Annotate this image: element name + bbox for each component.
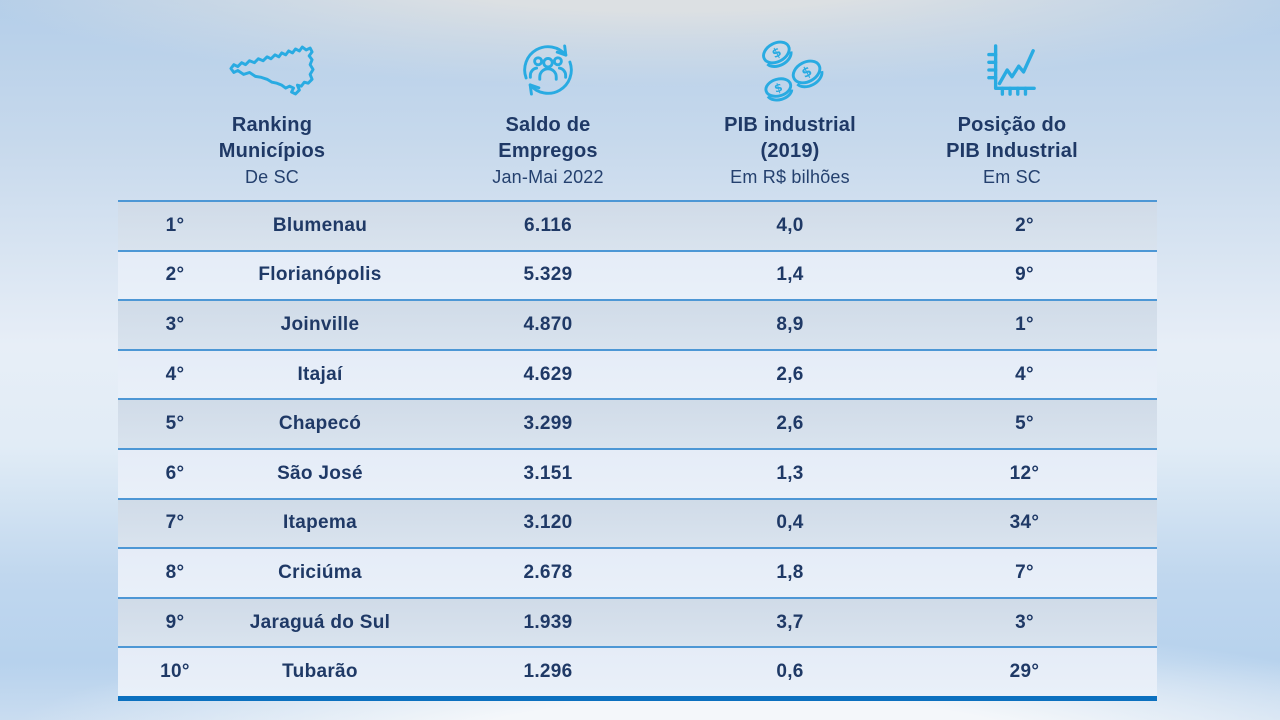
rank-cell: 4° [165,363,185,385]
rank-cell: 9° [165,611,185,633]
column-subtitle: De SC [244,167,299,187]
saldo-empregos-cell: 3.120 [523,512,573,534]
saldo-empregos-cell: 5.329 [523,264,573,286]
ranking-table: 1° Blumenau 6.116 4,0 2° 2° Florianópolis 5.329… [118,200,1157,701]
pib-industrial-cell: 2,6 [776,363,804,385]
column-subtitle: Em SC [982,167,1041,187]
table-row: 8° Criciúma 2.678 1,8 7° [118,547,1157,597]
posicao-pib-cell: 4° [1015,363,1034,385]
rank-cell: 6° [165,462,185,484]
column-header-posicao-pib: Posição do PIB Industrial Em SC [897,28,1127,191]
pib-industrial-cell: 1,4 [776,264,804,286]
column-title-line1: Saldo de [505,114,591,136]
municipality-cell: Joinville [280,313,360,335]
table-row: 9° Jaraguá do Sul 1.939 3,7 3° [118,596,1157,647]
column-subtitle: Em R$ bilhões [730,167,850,187]
table-row: 7° Itapema 3.120 0,4 34° [118,497,1157,548]
posicao-pib-cell: 29° [1009,661,1040,683]
table-row: 4° Itajaí 4.629 2,6 4° [118,348,1157,399]
rank-cell: 3° [165,313,185,335]
table-row: 10° Tubarão 1.296 0,6 29° [118,646,1157,696]
people-sync-icon [517,28,579,112]
table-row: 2° Florianópolis 5.329 1,4 9° [118,249,1157,300]
column-title-line2: Empregos [498,140,598,162]
posicao-pib-cell: 12° [1009,462,1040,484]
rank-cell: 2° [165,264,185,286]
municipality-cell: Florianópolis [258,264,382,286]
posicao-pib-cell: 9° [1015,264,1034,286]
svg-text:$: $ [773,80,785,96]
pib-industrial-cell: 0,6 [776,661,804,683]
posicao-pib-cell: 5° [1015,413,1034,435]
line-chart-icon [986,28,1038,112]
column-title-line1: PIB industrial [724,114,856,136]
posicao-pib-cell: 34° [1009,512,1040,534]
column-title-line2: (2019) [760,140,820,162]
pib-industrial-cell: 8,9 [776,313,804,335]
pib-industrial-cell: 3,7 [776,611,804,633]
municipality-cell: Jaraguá do Sul [249,611,391,633]
column-title-line2: PIB Industrial [946,140,1078,162]
saldo-empregos-cell: 1.296 [523,661,573,683]
posicao-pib-cell: 7° [1015,561,1034,583]
saldo-empregos-cell: 1.939 [523,611,573,633]
municipality-cell: Chapecó [278,413,362,435]
pib-industrial-cell: 1,8 [776,561,804,583]
municipality-cell: Tubarão [282,661,358,683]
rank-cell: 1° [165,214,185,236]
municipality-cell: São José [277,462,363,484]
table-row: 3° Joinville 4.870 8,9 1° [118,299,1157,349]
table-row: 6° São José 3.151 1,3 12° [118,447,1157,498]
saldo-empregos-cell: 2.678 [523,561,573,583]
saldo-empregos-cell: 4.629 [523,363,573,385]
column-subtitle: Jan-Mai 2022 [492,167,604,187]
rank-cell: 7° [165,512,185,534]
column-title-line2: Municípios [218,140,326,162]
municipality-cell: Blumenau [272,214,368,236]
rank-cell: 5° [165,413,185,435]
posicao-pib-cell: 3° [1015,611,1034,633]
sc-state-map-icon [228,28,316,112]
pib-industrial-cell: 4,0 [776,214,804,236]
column-header-saldo-empregos: Saldo de Empregos Jan-Mai 2022 [433,28,663,191]
saldo-empregos-cell: 6.116 [524,214,572,236]
column-title-line1: Posição do [957,114,1067,136]
municipality-cell: Criciúma [278,561,362,583]
saldo-empregos-cell: 3.151 [523,462,573,484]
table-row: 5° Chapecó 3.299 2,6 5° [118,398,1157,448]
posicao-pib-cell: 1° [1015,313,1034,335]
posicao-pib-cell: 2° [1015,214,1034,236]
column-header-ranking: Ranking Municípios De SC [157,28,387,191]
rank-cell: 10° [160,661,190,683]
pib-industrial-cell: 0,4 [776,512,804,534]
coins-icon: $ $ $ [751,28,829,112]
saldo-empregos-cell: 4.870 [523,313,573,335]
rank-cell: 8° [165,561,185,583]
pib-industrial-cell: 2,6 [776,413,804,435]
pib-industrial-cell: 1,3 [776,462,804,484]
municipality-cell: Itajaí [297,363,343,385]
column-title-line1: Ranking [231,114,313,136]
municipality-cell: Itapema [283,512,357,534]
saldo-empregos-cell: 3.299 [523,413,573,435]
column-header-pib-industrial: $ $ $ PIB industrial (2019) Em R$ bilhõe… [675,28,905,191]
table-row: 1° Blumenau 6.116 4,0 2° [118,200,1157,250]
